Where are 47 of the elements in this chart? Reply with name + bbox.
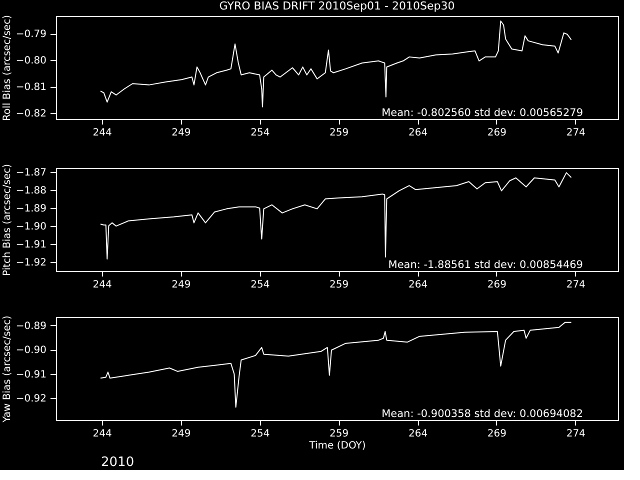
- x-tick-label: 264: [408, 280, 428, 290]
- y-tick-label: −0.81: [16, 82, 46, 94]
- annotation: Mean: -1.88561 std dev: 0.00854469: [388, 259, 583, 271]
- line-series: [100, 20, 572, 108]
- x-tick-label: 269: [487, 128, 506, 138]
- y-tick-label: −1.91: [16, 239, 46, 250]
- y-tick-label: −0.89: [16, 320, 46, 332]
- y-tick-label: −0.80: [16, 56, 46, 67]
- x-tick-label: 249: [172, 428, 191, 440]
- y-tick-label: −1.89: [16, 203, 46, 214]
- y-tick-label: −0.82: [16, 108, 46, 120]
- x-tick-label: 254: [250, 128, 270, 138]
- chart-title: GYRO BIAS DRIFT 2010Sep01 - 2010Sep30: [219, 0, 455, 13]
- x-tick-label: 274: [566, 128, 586, 138]
- annotation: Mean: -0.900358 std dev: 0.00694082: [382, 408, 583, 420]
- y-tick-label: −0.91: [16, 369, 46, 380]
- x-axis-title: Time (DOY): [308, 440, 366, 452]
- line-series: [100, 322, 572, 408]
- y-tick-label: −1.92: [16, 257, 46, 268]
- x-tick-label: 264: [408, 428, 428, 440]
- x-tick-label: 274: [566, 428, 586, 440]
- y-tick-label: −0.90: [16, 345, 46, 356]
- x-tick-label: 264: [408, 128, 428, 138]
- y-tick-label: −0.79: [16, 29, 46, 40]
- x-tick-label: 244: [92, 280, 112, 290]
- x-tick-label: 259: [330, 280, 349, 290]
- y-axis-title: Pitch Bias (arcsec/sec): [2, 164, 13, 276]
- x-tick-label: 269: [487, 280, 506, 290]
- text: 2010: [101, 455, 134, 470]
- x-tick-label: 244: [92, 128, 112, 138]
- y-tick-label: −0.92: [16, 394, 46, 404]
- y-tick-label: −1.88: [16, 185, 46, 196]
- x-tick-label: 254: [250, 428, 270, 440]
- x-tick-label: 259: [330, 128, 349, 138]
- line-series: [100, 172, 572, 260]
- y-tick-label: −1.87: [16, 167, 46, 178]
- x-tick-label: 249: [172, 280, 191, 290]
- y-axis-title: Roll Bias (arcsec/sec): [2, 14, 13, 121]
- x-tick-label: 269: [487, 428, 506, 440]
- x-tick-label: 274: [566, 280, 586, 290]
- x-tick-label: 249: [172, 128, 191, 138]
- x-tick-label: 259: [330, 428, 349, 440]
- x-tick-label: 244: [92, 428, 112, 440]
- y-axis-title: Yaw Bias (arcsec/sec): [2, 316, 13, 424]
- x-tick-label: 254: [250, 280, 270, 290]
- y-tick-label: −1.90: [16, 221, 46, 232]
- annotation: Mean: -0.802560 std dev: 0.00565279: [382, 107, 583, 119]
